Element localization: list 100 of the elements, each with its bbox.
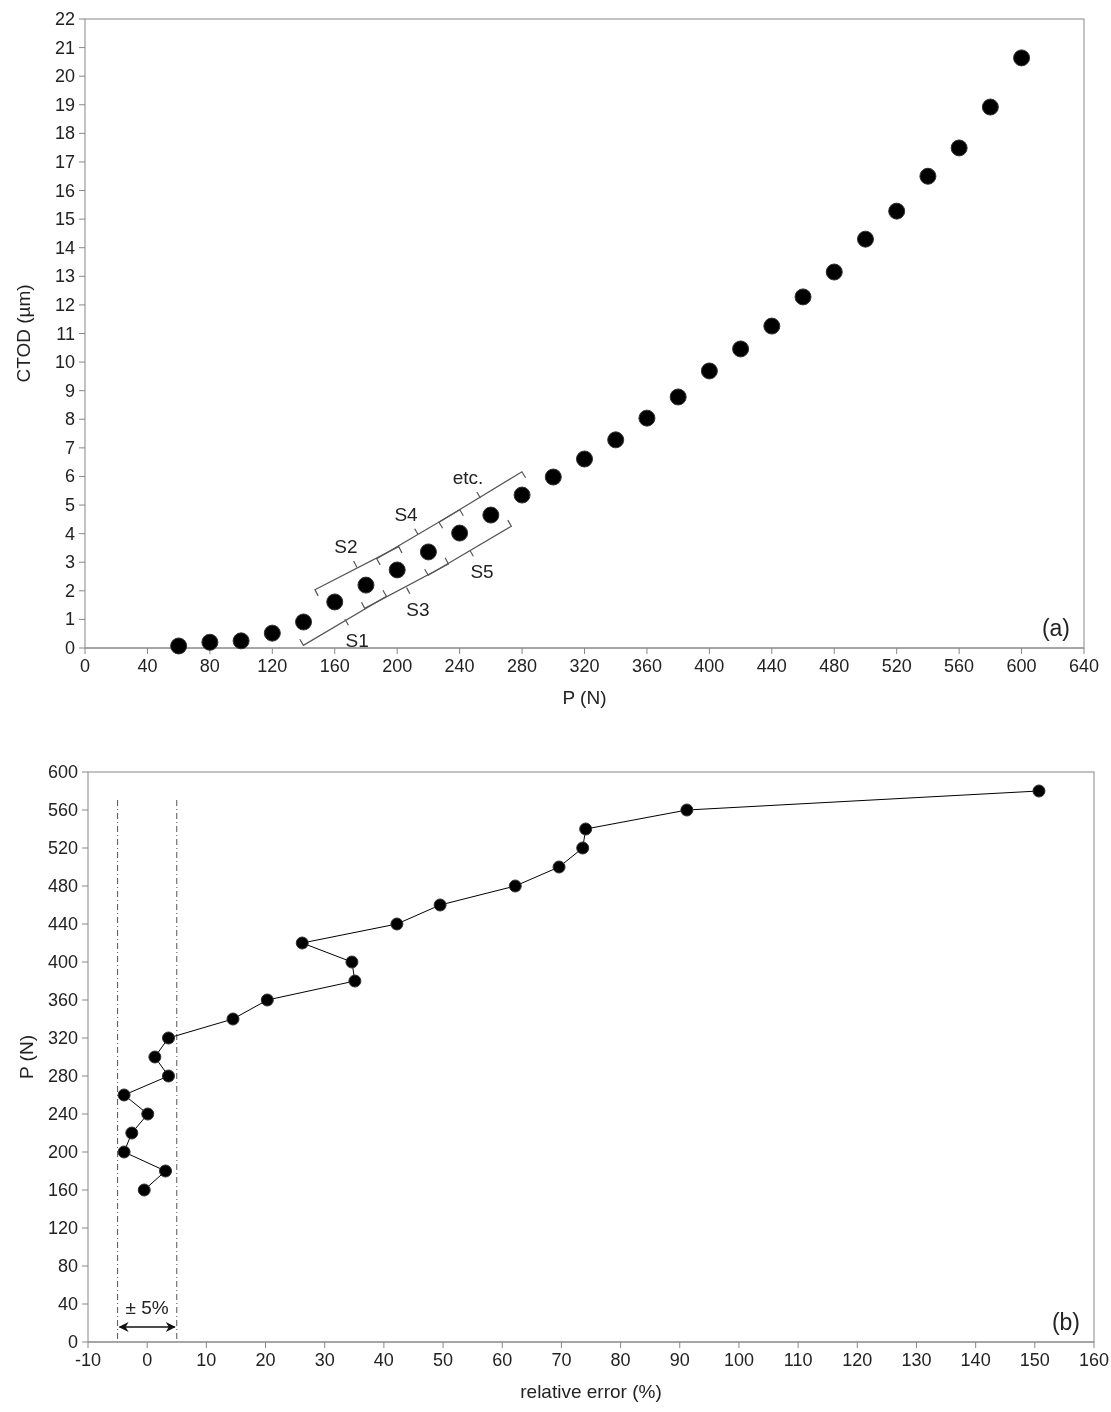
point	[763, 317, 781, 335]
annotation: S2	[334, 535, 358, 557]
y-tick-label: 10	[54, 352, 75, 373]
y-axis-title: CTOD (µm)	[13, 284, 34, 383]
point	[1013, 49, 1031, 67]
y-tick-label: 11	[56, 323, 75, 344]
x-tick-label: 80	[199, 656, 220, 676]
x-tick-label: 0	[142, 1350, 153, 1370]
x-axis-title: relative error (%)	[520, 1381, 662, 1402]
y-tick-label: 160	[47, 1180, 78, 1200]
point	[388, 561, 406, 579]
x-tick-label: 280	[507, 656, 538, 676]
x-tick-label: 200	[382, 656, 413, 676]
x-tick-label: 160	[319, 656, 350, 676]
annotation: S3	[406, 598, 430, 620]
y-tick-label: 13	[54, 266, 75, 287]
y-tick-label: 14	[54, 237, 75, 258]
y-tick-label: 360	[47, 990, 78, 1010]
y-tick-label: 0	[64, 638, 75, 658]
x-tick-label: 160	[1078, 1350, 1110, 1370]
y-tick-label: 4	[64, 523, 75, 544]
point	[161, 1069, 175, 1083]
point	[513, 486, 531, 504]
point	[125, 1126, 139, 1140]
y-tick-label: 9	[64, 380, 75, 401]
x-tick-label: 40	[373, 1350, 394, 1370]
y-tick-label: 0	[67, 1332, 78, 1352]
point	[159, 1164, 173, 1178]
x-tick-label: 80	[610, 1350, 631, 1370]
annotation: (a)	[1041, 615, 1070, 641]
x-tick-label: 10	[196, 1350, 217, 1370]
point	[141, 1107, 155, 1121]
x-tick-label: 320	[569, 656, 600, 676]
point	[419, 543, 437, 561]
x-tick-label: 90	[669, 1350, 690, 1370]
point	[148, 1050, 162, 1064]
y-tick-label: 80	[57, 1256, 78, 1276]
x-tick-label: 100	[723, 1350, 754, 1370]
annotation: S5	[470, 560, 494, 582]
point	[295, 936, 309, 950]
y-tick-label: 280	[47, 1066, 78, 1086]
point	[348, 974, 362, 988]
y-tick-label: 22	[54, 9, 75, 29]
x-tick-label: 40	[137, 656, 158, 676]
x-axis-title: P (N)	[562, 687, 607, 708]
y-tick-label: 400	[47, 952, 78, 972]
x-tick-label: 640	[1068, 656, 1100, 676]
x-tick-label: 30	[314, 1350, 335, 1370]
point	[825, 263, 843, 281]
point	[544, 468, 562, 486]
annotation: ± 5%	[125, 1297, 169, 1318]
x-tick-label: 70	[551, 1350, 572, 1370]
point	[433, 898, 447, 912]
x-tick-label: 520	[881, 656, 912, 676]
point	[579, 822, 593, 836]
point	[326, 593, 344, 611]
point	[576, 450, 593, 468]
point	[201, 633, 219, 651]
point	[232, 632, 250, 650]
point	[919, 167, 937, 185]
annotation: (b)	[1051, 1309, 1080, 1335]
point	[117, 1145, 131, 1159]
point	[856, 230, 874, 248]
point	[888, 202, 906, 220]
x-tick-label: 50	[433, 1350, 454, 1370]
point	[357, 576, 375, 594]
point	[950, 139, 968, 157]
y-tick-label: 5	[64, 495, 75, 516]
y-tick-label: 560	[47, 800, 78, 820]
point	[669, 388, 687, 406]
y-tick-label: 18	[54, 123, 75, 144]
point	[576, 841, 590, 855]
x-tick-label: 140	[960, 1350, 991, 1370]
y-tick-label: 17	[54, 151, 75, 172]
y-tick-label: 12	[54, 294, 75, 315]
x-tick-label: 60	[492, 1350, 513, 1370]
point	[680, 803, 694, 817]
y-tick-label: 16	[54, 180, 75, 201]
x-tick-label: 120	[257, 656, 288, 676]
point	[794, 288, 812, 306]
x-tick-label: 120	[842, 1350, 873, 1370]
y-tick-label: 21	[54, 37, 75, 58]
y-tick-label: 15	[54, 209, 75, 230]
x-tick-label: 560	[944, 656, 975, 676]
y-tick-label: 440	[47, 914, 78, 934]
y-tick-label: 480	[47, 876, 78, 896]
point	[482, 506, 500, 524]
x-tick-label: 130	[901, 1350, 932, 1370]
x-tick-label: 440	[756, 656, 787, 676]
point	[607, 431, 625, 449]
x-tick-label: 150	[1019, 1350, 1050, 1370]
y-tick-label: 1	[64, 609, 75, 630]
point	[161, 1031, 175, 1045]
x-tick-label: 20	[255, 1350, 276, 1370]
x-tick-label: 480	[819, 656, 850, 676]
point	[170, 637, 188, 655]
x-tick-label: 240	[444, 656, 475, 676]
point	[390, 917, 404, 931]
x-tick-label: 110	[783, 1350, 813, 1370]
y-tick-label: 20	[54, 66, 75, 87]
